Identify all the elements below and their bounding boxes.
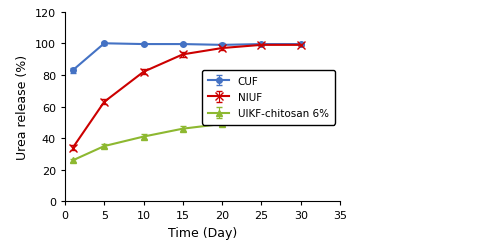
X-axis label: Time (Day): Time (Day): [168, 226, 237, 239]
Legend: CUF, NIUF, UIKF-chitosan 6%: CUF, NIUF, UIKF-chitosan 6%: [202, 70, 335, 125]
Y-axis label: Urea release (%): Urea release (%): [16, 55, 30, 160]
